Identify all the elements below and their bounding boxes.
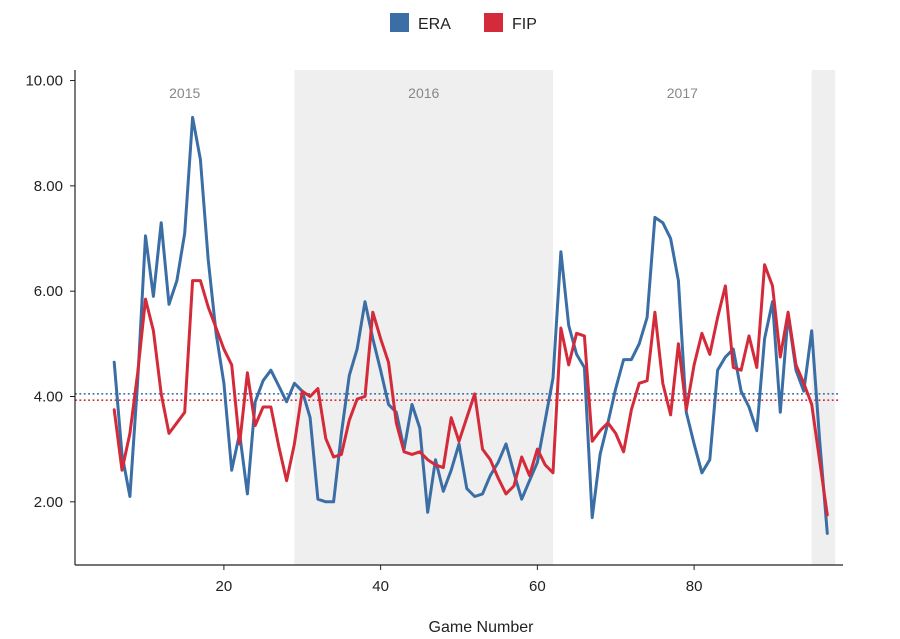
x-tick-label-3: 80 [686, 578, 703, 595]
y-axis-ticks: 2.00 4.00 6.00 8.00 10.00 [25, 73, 75, 511]
series-lines [112, 115, 829, 535]
x-tick-label-1: 40 [372, 578, 389, 595]
y-tick-label-1: 4.00 [34, 388, 63, 405]
legend-swatch-fip [484, 13, 503, 32]
season-label-2015: 2015 [169, 85, 200, 101]
series-line-fip [112, 263, 829, 517]
x-tick-label-2: 60 [529, 578, 546, 595]
y-tick-label-3: 8.00 [34, 178, 63, 195]
season-label-2017: 2017 [667, 85, 698, 101]
y-tick-label-2: 6.00 [34, 283, 63, 300]
series-line-era [112, 115, 829, 535]
y-tick-label-0: 2.00 [34, 494, 63, 511]
legend-label-fip: FIP [512, 16, 537, 33]
x-tick-label-0: 20 [216, 578, 233, 595]
legend-label-era: ERA [418, 16, 451, 33]
x-axis-title: Game Number [429, 619, 535, 636]
season-label-2016: 2016 [408, 85, 439, 101]
season-labels: 2015 2016 2017 [169, 85, 698, 101]
legend-swatch-era [390, 13, 409, 32]
x-axis-ticks: 20 40 60 80 [216, 565, 703, 595]
season-band-1 [294, 70, 554, 565]
y-tick-label-4: 10.00 [25, 73, 63, 90]
legend: ERA FIP [390, 13, 537, 33]
